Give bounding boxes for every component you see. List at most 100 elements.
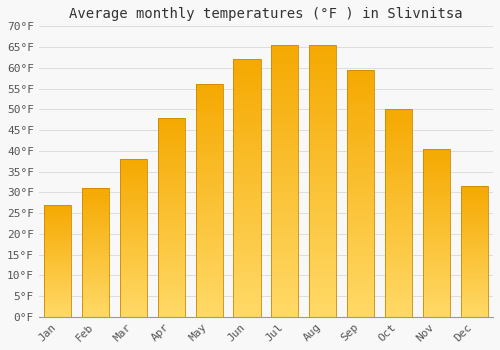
Bar	[271, 211, 298, 215]
Bar	[158, 182, 185, 185]
Bar	[196, 265, 223, 267]
Bar	[385, 190, 412, 192]
Bar	[120, 159, 147, 161]
Bar	[385, 265, 412, 267]
Bar	[120, 309, 147, 311]
Bar	[347, 110, 374, 113]
Bar	[234, 224, 260, 227]
Bar	[158, 222, 185, 225]
Bar	[158, 299, 185, 302]
Bar	[196, 131, 223, 134]
Bar	[422, 275, 450, 277]
Bar	[347, 119, 374, 122]
Bar	[460, 310, 488, 312]
Bar	[385, 203, 412, 205]
Bar	[271, 86, 298, 89]
Bar	[120, 301, 147, 303]
Bar	[309, 249, 336, 252]
Bar	[196, 206, 223, 209]
Bar	[460, 201, 488, 202]
Bar	[44, 269, 72, 271]
Bar	[385, 109, 412, 112]
Bar	[120, 167, 147, 169]
Bar	[44, 240, 72, 241]
Bar	[309, 211, 336, 215]
Bar	[309, 242, 336, 245]
Bar	[347, 122, 374, 125]
Bar	[347, 89, 374, 91]
Bar	[347, 166, 374, 169]
Bar	[347, 125, 374, 128]
Bar	[385, 127, 412, 130]
Bar	[309, 283, 336, 286]
Bar	[158, 195, 185, 197]
Bar	[385, 307, 412, 309]
Bar	[347, 261, 374, 264]
Bar	[309, 245, 336, 249]
Bar	[347, 181, 374, 184]
Bar	[234, 272, 260, 275]
Bar	[234, 314, 260, 317]
Bar	[385, 109, 412, 317]
Bar	[385, 138, 412, 140]
Bar	[44, 285, 72, 286]
Bar	[309, 235, 336, 239]
Bar	[271, 126, 298, 130]
Bar	[347, 135, 374, 138]
Bar	[347, 138, 374, 141]
Bar	[158, 180, 185, 182]
Bar	[422, 310, 450, 313]
Bar	[460, 212, 488, 214]
Bar	[347, 289, 374, 292]
Bar	[271, 198, 298, 201]
Bar	[158, 277, 185, 279]
Bar	[460, 243, 488, 245]
Bar	[82, 314, 109, 315]
Bar	[82, 267, 109, 268]
Bar	[347, 292, 374, 295]
Bar	[271, 48, 298, 52]
Bar	[120, 267, 147, 270]
Bar	[196, 259, 223, 261]
Bar	[385, 182, 412, 184]
Bar	[44, 250, 72, 251]
Bar	[82, 203, 109, 204]
Bar	[347, 147, 374, 150]
Bar	[347, 218, 374, 221]
Bar	[44, 283, 72, 285]
Bar	[422, 281, 450, 283]
Bar	[44, 224, 72, 226]
Bar	[234, 198, 260, 201]
Bar	[120, 226, 147, 228]
Bar	[196, 305, 223, 308]
Bar	[196, 212, 223, 215]
Bar	[44, 220, 72, 222]
Bar	[44, 271, 72, 272]
Bar	[460, 246, 488, 248]
Bar	[309, 62, 336, 65]
Bar	[120, 305, 147, 307]
Bar	[422, 191, 450, 193]
Bar	[196, 285, 223, 288]
Bar	[385, 114, 412, 117]
Bar	[120, 261, 147, 264]
Bar	[82, 188, 109, 317]
Bar	[196, 96, 223, 99]
Bar	[158, 192, 185, 195]
Bar	[82, 212, 109, 214]
Bar	[309, 130, 336, 133]
Bar	[460, 197, 488, 199]
Bar	[271, 161, 298, 164]
Bar	[44, 296, 72, 297]
Bar	[120, 256, 147, 258]
Bar	[347, 286, 374, 289]
Bar	[422, 245, 450, 247]
Bar	[234, 143, 260, 146]
Bar	[385, 213, 412, 216]
Bar	[120, 218, 147, 220]
Bar	[460, 225, 488, 227]
Bar	[271, 307, 298, 310]
Bar	[196, 108, 223, 111]
Bar	[422, 237, 450, 239]
Bar	[271, 313, 298, 317]
